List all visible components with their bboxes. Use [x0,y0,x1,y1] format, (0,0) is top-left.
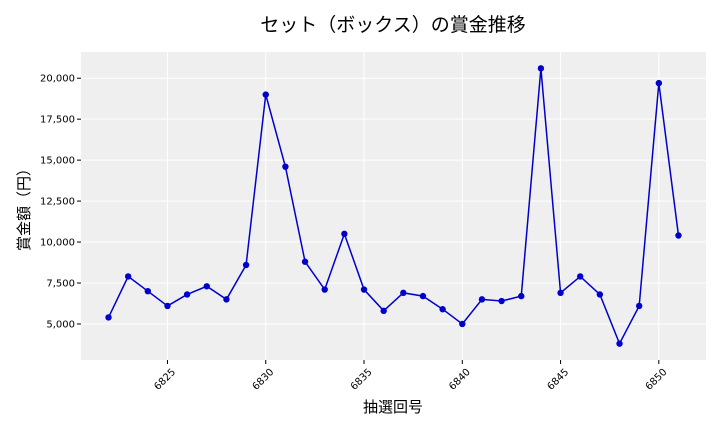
y-axis-label: 賞金額（円） [15,161,33,251]
data-point [183,291,191,298]
y-tick-label: 7,500 [46,279,75,290]
x-axis-label: 抽選回号 [363,398,423,416]
points-layer [105,65,682,347]
y-tick-label: 15,000 [40,156,75,167]
data-point [518,292,525,300]
chart-title: セット（ボックス）の賞金推移 [260,14,525,36]
plot-area [81,52,706,360]
series-line [107,68,680,346]
x-tick-label: 6850 [644,367,670,393]
data-point [144,287,152,295]
x-tick-label: 6825 [152,367,178,393]
data-point [321,286,328,293]
y-tick-label: 10,000 [40,238,75,249]
data-point [105,314,112,321]
data-point [655,79,663,87]
data-point [242,261,250,269]
grid-layer [81,52,706,360]
data-point [596,291,604,298]
data-point [262,91,269,98]
data-point [360,286,368,293]
x-tick-label: 6840 [447,367,473,393]
data-point [557,289,564,297]
data-point [301,258,309,265]
y-tick-label: 5,000 [46,319,75,330]
x-tick-label: 6830 [251,367,277,393]
x-tick-label: 6835 [349,367,375,393]
x-tick-label: 6845 [545,367,571,393]
data-point [537,65,545,72]
data-point [478,296,486,303]
data-point [635,302,643,310]
data-point [400,289,407,297]
data-point [616,340,623,347]
data-point [577,273,584,280]
y-tick-label: 12,500 [40,197,75,208]
data-point [675,232,682,239]
data-point [459,320,466,328]
data-point [380,307,387,315]
data-point [164,302,171,310]
y-tick-label: 20,000 [40,74,75,85]
data-point [498,297,505,305]
data-point [223,296,230,303]
data-point [341,230,348,238]
data-point [419,292,427,300]
data-point [203,283,210,290]
data-point [124,273,132,280]
y-tick-label: 17,500 [40,115,75,126]
data-point [439,306,446,313]
data-point [282,163,289,170]
